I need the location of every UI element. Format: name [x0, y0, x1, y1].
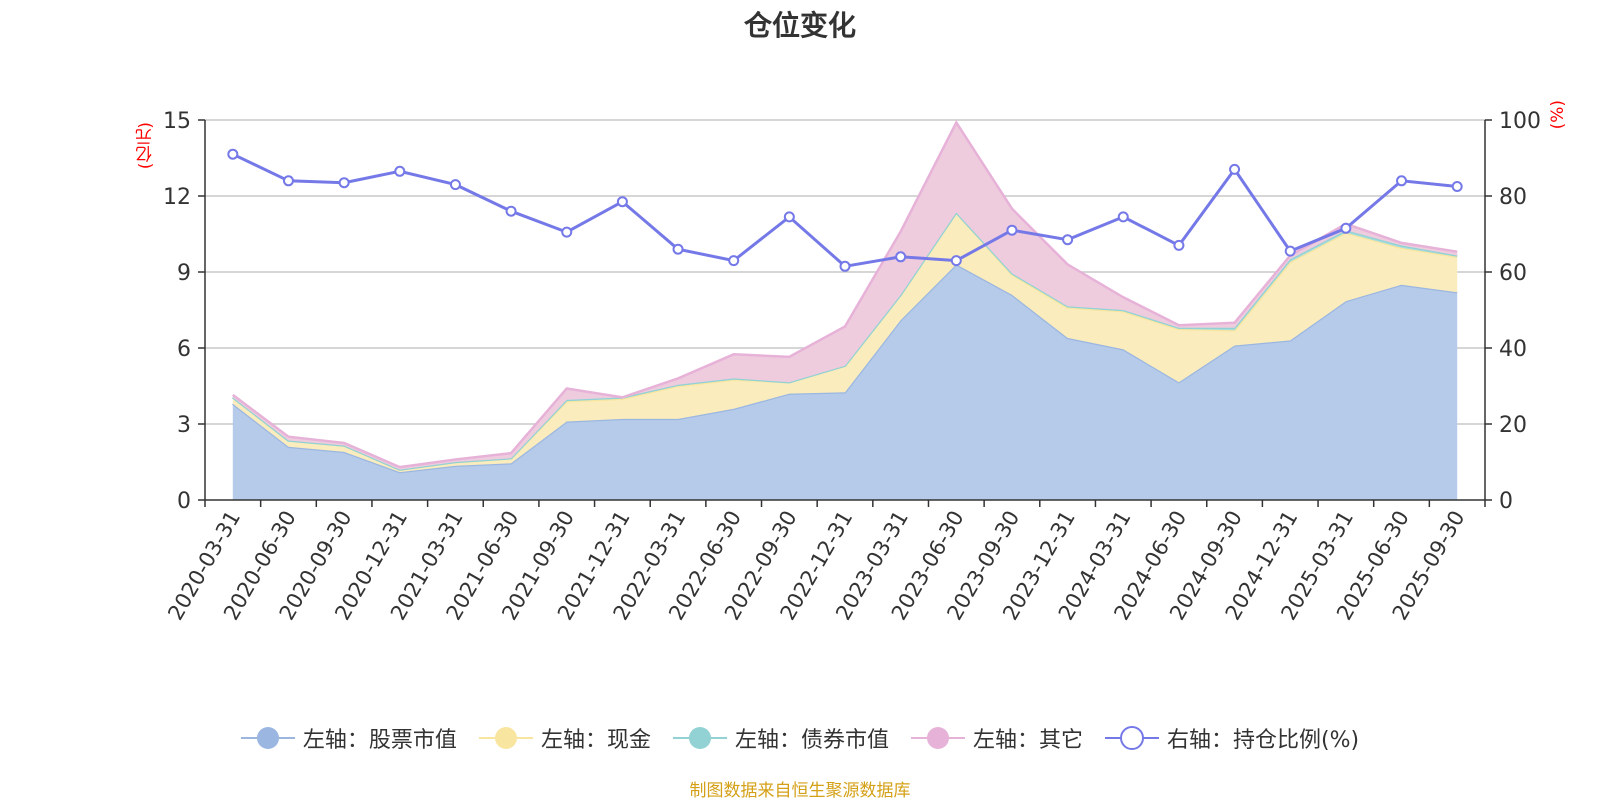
ratio-point: [1340, 222, 1352, 234]
legend-item-bond[interactable]: 左轴：债券市值: [672, 722, 889, 754]
ratio-line-path: [232, 152, 1458, 268]
right-tick-label: 0: [1499, 489, 1513, 514]
legend-ratio-icon: [1104, 726, 1159, 750]
ratio-point: [1229, 163, 1241, 175]
right-tick-label: 40: [1499, 337, 1527, 362]
left-tick-label: 9: [177, 261, 191, 286]
ratio-point: [1117, 211, 1129, 223]
legend-stock-icon: [240, 727, 295, 749]
legend-label-ratio: 右轴：持仓比例(%): [1166, 728, 1360, 753]
right-tick-label: 80: [1499, 185, 1527, 210]
right-tick-label: 20: [1499, 413, 1527, 438]
ratio-point: [783, 211, 795, 223]
ratio-point: [672, 243, 684, 255]
ratio-point: [394, 165, 406, 177]
ratio-point: [449, 179, 461, 191]
legend-item-ratio[interactable]: 右轴：持仓比例(%): [1104, 722, 1360, 754]
legend-label-cash: 左轴：现金: [540, 728, 651, 753]
chart-title: 仓位变化: [743, 9, 856, 42]
ratio-point: [895, 251, 907, 263]
ratio-point: [1284, 245, 1296, 257]
ratio-point: [505, 205, 517, 217]
left-tick-label: 0: [177, 489, 191, 514]
area-series-1: [232, 212, 1458, 473]
ratio-point: [616, 196, 628, 208]
left-tick-label: 6: [177, 337, 191, 362]
left-tick-label: 3: [177, 413, 191, 438]
left-tick-label: 15: [163, 109, 191, 134]
ratio-point: [1173, 239, 1185, 251]
area-series-0: [232, 264, 1458, 500]
legend: 左轴：股票市值 左轴：现金 左轴：债券市值 左轴：其它 右轴：持仓比例(%): [0, 722, 1600, 754]
ratio-line: [227, 148, 1463, 272]
legend-item-stock[interactable]: 左轴：股票市值: [240, 722, 457, 754]
right-tick-label: 60: [1499, 261, 1527, 286]
ratio-point: [1062, 234, 1074, 246]
legend-label-stock: 左轴：股票市值: [302, 728, 457, 753]
ratio-point: [839, 260, 851, 272]
legend-cash-icon: [478, 727, 533, 749]
ratio-point: [1396, 175, 1408, 187]
ratio-point: [1451, 181, 1463, 192]
legend-item-cash[interactable]: 左轴：现金: [478, 722, 651, 754]
ratio-point: [561, 226, 573, 238]
ratio-point: [950, 255, 962, 267]
legend-bond-icon: [672, 727, 727, 749]
data-source: 制图数据来自恒生聚源数据库: [689, 781, 911, 801]
left-tick-label: 12: [163, 185, 191, 210]
ratio-point: [282, 175, 294, 187]
ratio-point: [227, 148, 239, 160]
ratio-point: [1006, 224, 1018, 236]
legend-item-other[interactable]: 左轴：其它: [910, 722, 1083, 754]
area-line-3: [232, 119, 1458, 469]
legend-label-bond: 左轴：债券市值: [734, 728, 889, 753]
stacked-areas: [232, 119, 1458, 500]
legend-label-other: 左轴：其它: [972, 728, 1083, 753]
ratio-point: [338, 177, 350, 189]
ratio-point: [728, 255, 740, 267]
right-tick-label: 100: [1499, 109, 1541, 134]
legend-other-icon: [910, 727, 965, 749]
area-series-2: [232, 212, 1458, 470]
